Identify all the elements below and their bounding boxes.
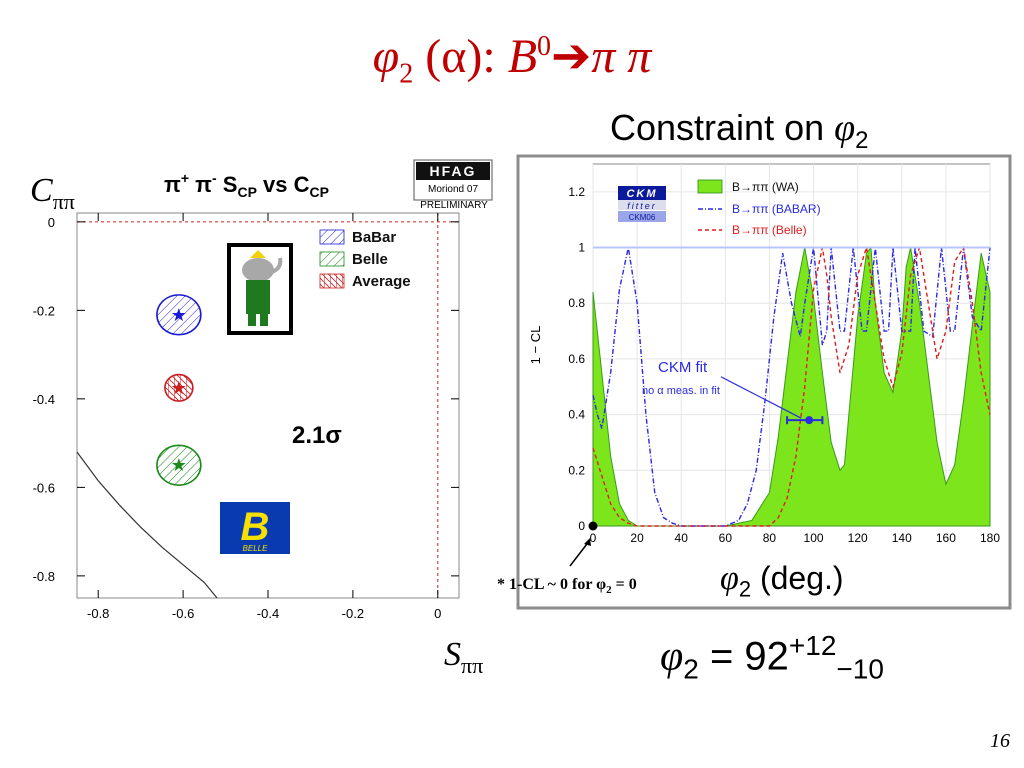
x-tick-label: 160: [936, 531, 956, 545]
svg-text:CKM06: CKM06: [629, 213, 656, 222]
svg-text:fitter: fitter: [627, 201, 657, 211]
x-tick-label: 20: [630, 531, 644, 545]
legend-label-babar: BaBar: [352, 229, 396, 246]
star-babar: ★: [171, 305, 187, 325]
slide-title: φ2 (α): B0➔π π: [0, 28, 1024, 91]
phi2-axis-label: φ2 (deg.): [720, 560, 844, 602]
y-tick-label: 0.6: [568, 352, 585, 366]
x-tick-label: 60: [719, 531, 733, 545]
origin-dot: [589, 522, 598, 531]
y-tick-label: 0: [578, 519, 585, 533]
x-tick-label: -0.2: [342, 606, 364, 621]
svg-text:CKM: CKM: [626, 188, 657, 200]
belle-logo: B BELLE: [220, 502, 290, 554]
x-tick-label: -0.8: [87, 606, 109, 621]
x-tick-label: 80: [763, 531, 777, 545]
x-tick-label: 0: [434, 606, 441, 621]
y-tick-label: 1: [578, 241, 585, 255]
footnote: * 1-CL ~ 0 for φ2 = 0: [497, 576, 637, 596]
y-tick-label: -0.8: [33, 569, 55, 584]
phi2-result: φ2 = 92+12−10: [660, 630, 884, 685]
star-average: ★: [171, 378, 187, 398]
y-tick-label: -0.4: [33, 392, 55, 407]
y-tick-label: -0.6: [33, 480, 55, 495]
y-tick-label: 0.2: [568, 463, 585, 477]
legend-label-wa: B→ππ (WA): [732, 180, 799, 194]
x-tick-label: 40: [675, 531, 689, 545]
legend-label-average: Average: [352, 273, 411, 290]
y-tick-label: 0.8: [568, 296, 585, 310]
hfag-logo: HFAG Moriond 07 PRELIMINARY: [414, 160, 492, 211]
x-tick-label: 120: [848, 531, 868, 545]
legend-label-belle: Belle: [352, 251, 388, 268]
legend-swatch-belle: [320, 252, 344, 266]
ckm-fit-point: [805, 416, 813, 424]
x-tick-label: -0.4: [257, 606, 279, 621]
page-number: 16: [990, 730, 1010, 753]
footnote-arrow: [560, 532, 600, 572]
scp-vs-ccp-chart: π+ π- SCP vs CCP HFAG Moriond 07 PRELIMI…: [0, 150, 505, 630]
y-tick-label: 0.4: [568, 408, 585, 422]
x-tick-label: 100: [804, 531, 824, 545]
constraint-title: Constraint on φ2: [610, 106, 869, 155]
svg-text:Moriond 07: Moriond 07: [428, 184, 478, 195]
legend-swatch-wa: [698, 180, 722, 193]
svg-text:HFAG: HFAG: [430, 163, 477, 179]
babar-mascot-image: [229, 245, 291, 333]
legend-swatch-average: [320, 274, 344, 288]
scp-chart-title: π+ π- SCP vs CCP: [164, 170, 329, 200]
y-axis-label: 1 − CL: [528, 326, 543, 365]
ckm-fit-label: CKM fit: [658, 359, 708, 376]
svg-text:PRELIMINARY: PRELIMINARY: [420, 200, 488, 211]
svg-text:B: B: [241, 505, 270, 549]
significance-annotation: 2.1σ: [292, 422, 342, 449]
y-tick-label: -0.2: [33, 303, 55, 318]
ckm-fit-sublabel: no α meas. in fit: [642, 385, 720, 397]
svg-text:BELLE: BELLE: [243, 544, 269, 553]
x-axis-title: Sππ: [444, 636, 483, 679]
y-tick-label: 0: [48, 215, 55, 230]
legend-swatch-babar: [320, 230, 344, 244]
star-belle: ★: [171, 455, 187, 475]
ckmfitter-logo: CKM fitter CKM06: [618, 186, 666, 222]
x-tick-label: -0.6: [172, 606, 194, 621]
legend-label-babar: B→ππ (BABAR): [732, 202, 821, 216]
y-tick-label: 1.2: [568, 185, 585, 199]
legend-label-belle: B→ππ (Belle): [732, 223, 807, 237]
x-tick-label: 140: [892, 531, 912, 545]
x-tick-label: 180: [980, 531, 1000, 545]
